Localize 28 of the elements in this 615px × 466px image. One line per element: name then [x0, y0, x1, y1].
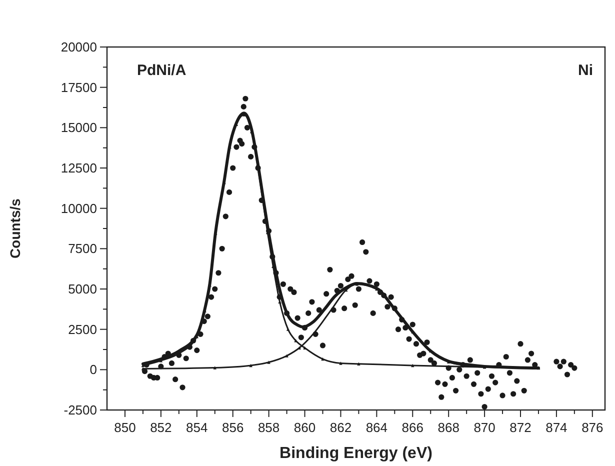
y-tick-label: 17500	[60, 80, 97, 95]
y-tick-label: 12500	[60, 160, 97, 176]
y-tick-label: -2500	[64, 402, 97, 418]
x-tick-label: 862	[330, 420, 352, 435]
x-tick-label: 858	[258, 420, 280, 435]
x-tick-label: 860	[294, 420, 316, 435]
x-tick-label: 854	[186, 420, 208, 435]
annotation: PdNi/A	[137, 62, 186, 79]
x-tick-label: 866	[402, 420, 424, 435]
x-tick-label: 850	[114, 420, 136, 435]
x-tick-label: 876	[582, 420, 604, 435]
y-tick-label: 0	[90, 362, 97, 378]
y-tick-label: 10000	[60, 200, 97, 216]
annotation: Ni	[578, 62, 593, 79]
x-tick-label: 868	[438, 420, 460, 435]
x-tick-label: 874	[546, 420, 568, 435]
x-tick-label: 852	[150, 420, 172, 435]
y-tick-label: 5000	[68, 282, 97, 296]
x-axis-title: Binding Energy (eV)	[280, 445, 432, 462]
y-tick-label: 20000	[60, 40, 97, 54]
y-axis-title: Counts/s	[7, 198, 23, 258]
x-tick-label: 870	[474, 420, 496, 435]
y-tick-label: 7500	[68, 241, 97, 256]
x-tick-label: 872	[510, 420, 532, 435]
x-tick-label: 864	[366, 420, 388, 435]
y-tick-label: 15000	[60, 120, 97, 136]
x-tick-label: 856	[222, 420, 244, 435]
y-tick-label: 2500	[68, 322, 97, 337]
